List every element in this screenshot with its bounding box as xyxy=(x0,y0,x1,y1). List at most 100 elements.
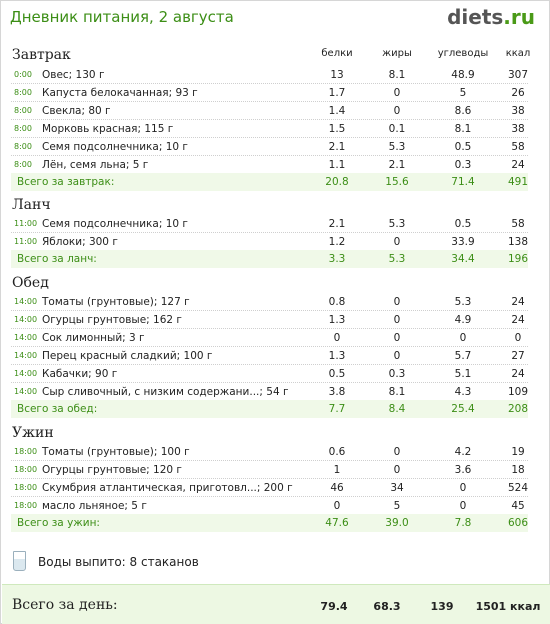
food-row[interactable]: 14:00 Кабачки; 90 г 0.5 0.3 5.1 24 xyxy=(11,365,528,383)
kcal-total: 208 xyxy=(507,403,529,415)
food-row[interactable]: 11:00 Семя подсолнечника; 10 г 2.1 5.3 0… xyxy=(11,215,528,233)
kcal-value: 307 xyxy=(507,69,529,81)
total-label: Всего за завтрак: xyxy=(17,176,115,188)
fat-value: 5.3 xyxy=(388,141,406,153)
food-row[interactable]: 8:00 Лён, семя льна; 5 г 1.1 2.1 0.3 24 xyxy=(11,156,528,174)
meal-time: 18:00 xyxy=(14,501,38,510)
protein-value: 1.2 xyxy=(328,236,346,248)
food-name: Томаты (грунтовые); 100 г xyxy=(42,446,190,458)
food-row[interactable]: 11:00 Яблоки; 300 г 1.2 0 33.9 138 xyxy=(11,233,528,251)
carbs-value: 4.2 xyxy=(454,446,472,458)
protein-value: 1.3 xyxy=(328,350,346,362)
food-name: Лён, семя льна; 5 г xyxy=(42,159,149,171)
protein-total: 3.3 xyxy=(328,253,346,265)
carbs-value: 5.1 xyxy=(454,368,472,380)
fat-value: 0 xyxy=(393,236,401,248)
food-row[interactable]: 8:00 Морковь красная; 115 г 1.5 0.1 8.1 … xyxy=(11,120,528,138)
meal-time: 11:00 xyxy=(14,219,38,228)
food-name: Свекла; 80 г xyxy=(42,105,111,117)
fat-value: 0 xyxy=(393,105,401,117)
food-name: Кабачки; 90 г xyxy=(42,368,118,380)
header: Дневник питания, 2 августа diets.ru xyxy=(1,1,549,37)
food-name: Капуста белокачанная; 93 г xyxy=(42,87,198,99)
logo-text: diets xyxy=(447,5,504,29)
meal-time: 18:00 xyxy=(14,483,38,492)
fat-value: 5.3 xyxy=(388,218,406,230)
water-glass-icon xyxy=(13,551,26,571)
carbs-value: 0.5 xyxy=(454,218,472,230)
water-label: Воды выпито: 8 стаканов xyxy=(38,555,199,569)
kcal-total: 491 xyxy=(507,176,529,188)
section-title-lunch: Ланч xyxy=(12,197,51,213)
food-row[interactable]: 18:00 Томаты (грунтовые); 100 г 0.6 0 4.… xyxy=(11,443,528,461)
fat-total: 5.3 xyxy=(388,253,406,265)
protein-value: 2.1 xyxy=(328,218,346,230)
kcal-value: 26 xyxy=(511,87,525,99)
food-name: Сыр сливочный, с низким содержани...; 54… xyxy=(42,386,289,398)
carbs-value: 33.9 xyxy=(451,236,475,248)
food-row[interactable]: 14:00 Перец красный сладкий; 100 г 1.3 0… xyxy=(11,347,528,365)
day-total-bar: Всего за день: 79.4 68.3 139 1501 ккал xyxy=(2,584,550,624)
section-title-supper: Ужин xyxy=(12,425,54,441)
day-total-label: Всего за день: xyxy=(12,597,118,613)
day-carbs-total: 139 xyxy=(430,600,454,613)
food-row[interactable]: 8:00 Семя подсолнечника; 10 г 2.1 5.3 0.… xyxy=(11,138,528,156)
fat-total: 39.0 xyxy=(385,517,409,529)
fat-total: 15.6 xyxy=(385,176,409,188)
food-row[interactable]: 18:00 масло льняное; 5 г 0 5 0 45 xyxy=(11,497,528,515)
site-logo[interactable]: diets.ru xyxy=(447,5,535,29)
column-protein: белки xyxy=(321,48,353,59)
food-row[interactable]: 8:00 Свекла; 80 г 1.4 0 8.6 38 xyxy=(11,102,528,120)
kcal-value: 0 xyxy=(514,332,522,344)
protein-value: 1.4 xyxy=(328,105,346,117)
carbs-value: 4.3 xyxy=(454,386,472,398)
food-name: Морковь красная; 115 г xyxy=(42,123,174,135)
meal-time: 14:00 xyxy=(14,333,38,342)
protein-value: 3.8 xyxy=(328,386,346,398)
carbs-value: 0.3 xyxy=(454,159,472,171)
column-headers: белки жиры углеводы ккал xyxy=(1,48,549,64)
carbs-total: 25.4 xyxy=(451,403,475,415)
meal-time: 14:00 xyxy=(14,387,38,396)
carbs-value: 0 xyxy=(459,332,467,344)
food-name: Сок лимонный; 3 г xyxy=(42,332,145,344)
protein-value: 1.7 xyxy=(328,87,346,99)
food-row[interactable]: 18:00 Скумбрия атлантическая, приготовл.… xyxy=(11,479,528,497)
meal-time: 14:00 xyxy=(14,351,38,360)
total-label: Всего за ланч: xyxy=(17,253,97,265)
food-name: Огурцы грунтовые; 162 г xyxy=(42,314,182,326)
kcal-value: 109 xyxy=(507,386,529,398)
carbs-value: 0 xyxy=(459,500,467,512)
meal-time: 14:00 xyxy=(14,297,38,306)
meal-time: 14:00 xyxy=(14,369,38,378)
food-row[interactable]: 14:00 Сок лимонный; 3 г 0 0 0 0 xyxy=(11,329,528,347)
food-row[interactable]: 14:00 Сыр сливочный, с низким содержани.… xyxy=(11,383,528,401)
protein-value: 0 xyxy=(333,332,341,344)
protein-value: 0.8 xyxy=(328,296,346,308)
food-row[interactable]: 14:00 Томаты (грунтовые); 127 г 0.8 0 5.… xyxy=(11,293,528,311)
kcal-total: 606 xyxy=(507,517,529,529)
meal-time: 11:00 xyxy=(14,237,38,246)
fat-value: 0 xyxy=(393,87,401,99)
kcal-value: 58 xyxy=(511,218,525,230)
fat-value: 5 xyxy=(393,500,401,512)
protein-value: 2.1 xyxy=(328,141,346,153)
food-row[interactable]: 18:00 Огурцы грунтовые; 120 г 1 0 3.6 18 xyxy=(11,461,528,479)
meal-time: 8:00 xyxy=(14,160,32,169)
fat-value: 34 xyxy=(390,482,404,494)
section-title-dinner: Обед xyxy=(12,275,49,291)
meal-time: 18:00 xyxy=(14,447,38,456)
food-row[interactable]: 0:00 Овес; 130 г 13 8.1 48.9 307 xyxy=(11,66,528,84)
fat-value: 0.3 xyxy=(388,368,406,380)
carbs-total: 34.4 xyxy=(451,253,475,265)
food-name: Овес; 130 г xyxy=(42,69,105,81)
food-name: масло льняное; 5 г xyxy=(42,500,147,512)
carbs-value: 4.9 xyxy=(454,314,472,326)
fat-value: 0 xyxy=(393,464,401,476)
food-row[interactable]: 8:00 Капуста белокачанная; 93 г 1.7 0 5 … xyxy=(11,84,528,102)
food-row[interactable]: 14:00 Огурцы грунтовые; 162 г 1.3 0 4.9 … xyxy=(11,311,528,329)
meal-time: 8:00 xyxy=(14,142,32,151)
food-name: Семя подсолнечника; 10 г xyxy=(42,141,188,153)
fat-value: 0 xyxy=(393,332,401,344)
meal-time: 0:00 xyxy=(14,70,32,79)
